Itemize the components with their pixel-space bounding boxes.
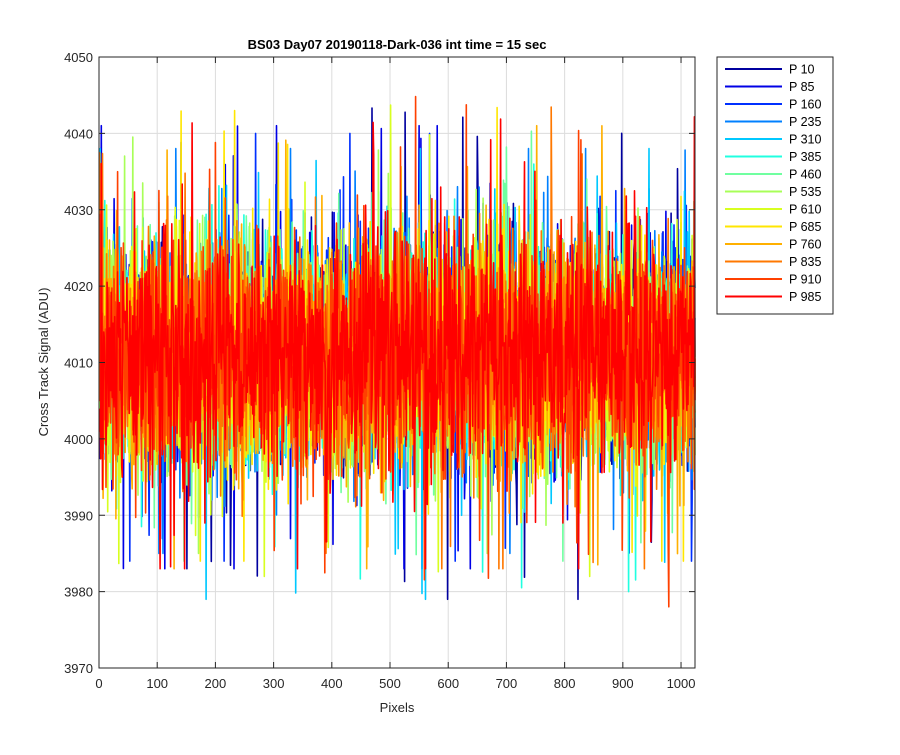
y-tick-label: 4020 <box>64 279 93 294</box>
y-tick-label: 4050 <box>64 50 93 65</box>
x-tick-label: 400 <box>321 676 343 691</box>
legend-label: P 160 <box>789 98 821 112</box>
x-tick-label: 1000 <box>667 676 696 691</box>
legend-label: P 835 <box>789 255 821 269</box>
series-layer <box>98 95 696 608</box>
y-tick-label: 4040 <box>64 126 93 141</box>
x-tick-label: 800 <box>554 676 576 691</box>
x-tick-label: 700 <box>496 676 518 691</box>
y-axis-label: Cross Track Signal (ADU) <box>36 288 51 437</box>
legend-label: P 610 <box>789 203 821 217</box>
legend[interactable]: P 10 P 85 P 160 P 235 P 310 P 385 P 460 P 535 P … <box>716 56 834 315</box>
y-tick-label: 3980 <box>64 585 93 600</box>
x-tick-label: 300 <box>263 676 285 691</box>
legend-label: P 460 <box>789 168 821 182</box>
legend-label: P 235 <box>789 115 821 129</box>
x-tick-label: 900 <box>612 676 634 691</box>
y-tick-label: 3990 <box>64 508 93 523</box>
legend-label: P 385 <box>789 150 821 164</box>
legend-label: P 910 <box>789 273 821 287</box>
legend-label: P 85 <box>789 80 815 94</box>
series-line-p-985 <box>98 116 696 570</box>
legend-label: P 760 <box>789 238 821 252</box>
x-tick-label: 600 <box>437 676 459 691</box>
legend-label: P 985 <box>789 290 821 304</box>
x-tick-label: 0 <box>95 676 102 691</box>
y-tick-label: 4000 <box>64 432 93 447</box>
x-tick-label: 200 <box>205 676 227 691</box>
y-tick-label: 3970 <box>64 661 93 676</box>
x-tick-label: 500 <box>379 676 401 691</box>
legend-label: P 685 <box>789 220 821 234</box>
chart-title: BS03 Day07 20190118-Dark-036 int time = … <box>248 37 547 52</box>
axis-ticks: 0 100 200 300 400 500 600 700 800 900 1000 3970 3980… <box>64 50 695 691</box>
legend-box <box>716 56 834 315</box>
y-tick-label: 4030 <box>64 203 93 218</box>
x-tick-label: 100 <box>146 676 168 691</box>
x-axis-label: Pixels <box>380 700 415 715</box>
legend-label: P 310 <box>789 133 821 147</box>
legend-label: P 535 <box>789 185 821 199</box>
legend-label: P 10 <box>789 63 815 77</box>
y-tick-label: 4010 <box>64 356 93 371</box>
